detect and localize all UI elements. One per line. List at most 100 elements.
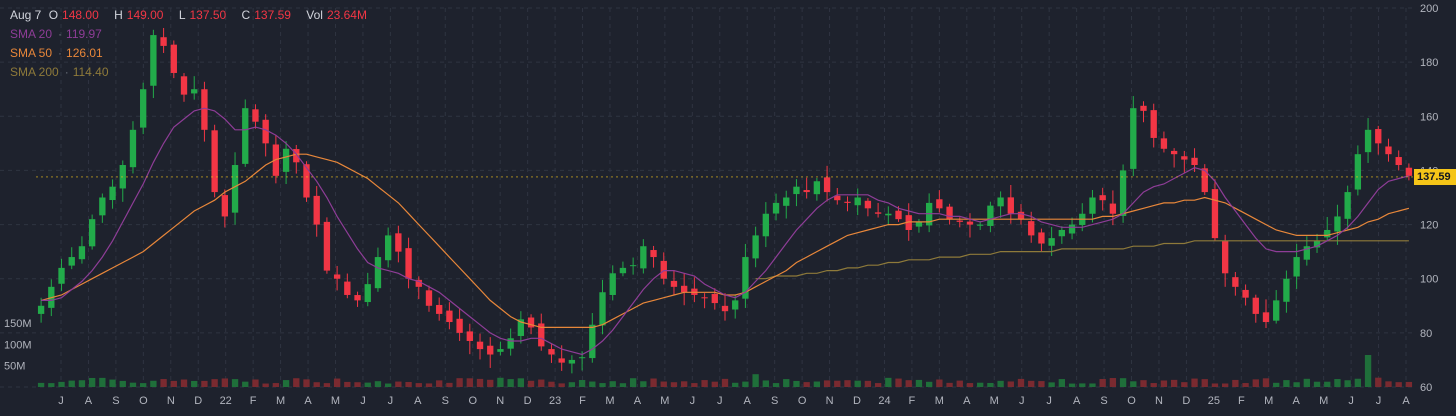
time-tick-label: F [909, 395, 916, 407]
candle-body [1405, 167, 1413, 176]
candle [1344, 185, 1351, 230]
candle [293, 144, 300, 174]
price-tick-label: 180 [1420, 57, 1438, 69]
volume-bar [37, 382, 45, 387]
candle [1160, 131, 1168, 153]
volume-bar [1201, 379, 1208, 387]
candle-body [374, 257, 382, 289]
time-tick-label: A [1402, 395, 1410, 407]
candle [191, 76, 198, 100]
time-tick-label: S [1100, 395, 1107, 407]
candle-body [1191, 157, 1198, 166]
time-tick-label: A [963, 395, 971, 407]
volume-bar [660, 381, 667, 387]
candle [762, 202, 769, 248]
candle [436, 297, 443, 321]
volume-bar [1150, 383, 1157, 387]
volume-bar [701, 380, 708, 387]
candle [966, 213, 974, 238]
candle-body [813, 181, 821, 195]
price-tick-label: 100 [1420, 274, 1438, 286]
volume-bar [987, 382, 994, 387]
candle-body [1242, 289, 1249, 298]
candle [783, 190, 790, 219]
candle-body [1130, 108, 1137, 169]
volume-bar [742, 381, 749, 387]
candle [231, 152, 239, 225]
volume-bar [507, 379, 514, 387]
volume-bar [1283, 380, 1290, 387]
candle-body [578, 357, 586, 359]
sma200-legend[interactable]: SMA 200 · 114.40 [10, 63, 379, 82]
time-tick-label: A [85, 395, 93, 407]
volume-bar [1181, 382, 1188, 387]
low-value: 137.50 [189, 8, 227, 22]
candle [619, 261, 627, 277]
time-tick-label: F [579, 395, 586, 407]
volume-bar [568, 382, 576, 387]
time-tick-label: O [1127, 395, 1136, 407]
volume-bar [466, 378, 473, 387]
chart-legend: Aug 7 O 148.00 H 149.00 L 137.50 C 137.59 Vo… [10, 6, 379, 82]
volume-bar [1303, 378, 1310, 387]
sma20-separator: · [58, 27, 63, 41]
volume-bar [558, 383, 565, 387]
time-tick-label: J [1019, 395, 1025, 407]
candle [384, 227, 392, 268]
time-tick-label: N [496, 395, 504, 407]
candle-body [752, 235, 759, 259]
candle-body [262, 119, 269, 144]
candle [874, 202, 882, 218]
volume-tick-label: 150M [4, 318, 32, 330]
candle-body [1048, 238, 1055, 246]
candle-body [732, 300, 739, 310]
volume-bar [517, 378, 525, 387]
time-tick-label: N [1155, 395, 1163, 407]
volume-bar [834, 380, 841, 387]
candle-body [333, 274, 341, 279]
volume-bar [211, 379, 218, 387]
candle-body [1293, 257, 1300, 277]
time-tick-label: J [1376, 395, 1382, 407]
sma20-legend[interactable]: SMA 20 · 119.97 [10, 25, 379, 44]
candle-body [1221, 240, 1229, 274]
time-tick-label: M [276, 395, 285, 407]
volume-bar [885, 377, 892, 387]
time-tick-label: M [660, 395, 669, 407]
candle [242, 99, 249, 167]
candle-body [1375, 129, 1382, 144]
volume-tick-label: 50M [4, 361, 25, 373]
candle-body [1364, 129, 1372, 153]
candle-body [497, 349, 504, 352]
candle-body [140, 89, 147, 128]
volume-bar [732, 382, 739, 387]
candle [946, 203, 953, 225]
volume-bar [936, 379, 943, 387]
volume-bar [140, 383, 147, 387]
sma200-value: 114.40 [72, 65, 109, 79]
candle-body [1089, 197, 1096, 214]
candle-body [874, 212, 882, 214]
candle-body [1150, 110, 1157, 138]
volume-bar [905, 380, 912, 387]
candle-body [762, 213, 769, 237]
volume-bar [425, 383, 433, 387]
candle [987, 201, 994, 233]
candle-body [517, 319, 525, 336]
volume-bar [78, 380, 86, 387]
candle [446, 302, 453, 330]
candle [109, 179, 116, 209]
time-tick-label: S [771, 395, 778, 407]
candle [721, 293, 729, 321]
volume-bar [711, 381, 718, 387]
volume-bar [1048, 382, 1055, 387]
candle [415, 276, 422, 300]
candle [742, 243, 749, 308]
time-tick-label: N [826, 395, 834, 407]
sma50-legend[interactable]: SMA 50 · 126.01 [10, 44, 379, 63]
candle [660, 252, 667, 285]
candle-body [1344, 192, 1351, 219]
candle [548, 344, 555, 363]
